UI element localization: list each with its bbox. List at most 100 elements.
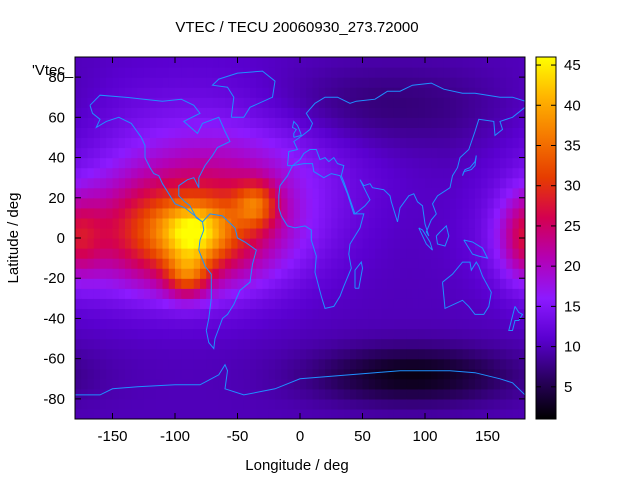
heatmap-cell [518, 398, 525, 410]
heatmap-cell [243, 167, 251, 179]
heatmap-cell [331, 328, 339, 340]
heatmap-cell [287, 288, 295, 299]
heatmap-cell [262, 117, 270, 128]
heatmap-cell [225, 238, 232, 249]
heatmap-cell [256, 187, 264, 199]
heatmap-cell [312, 408, 320, 419]
heatmap-cell [475, 167, 482, 179]
heatmap-cell [200, 87, 207, 98]
heatmap-cell [450, 147, 457, 159]
heatmap-cell [187, 117, 195, 128]
heatmap-cell [487, 167, 495, 179]
heatmap-cell [100, 268, 107, 279]
heatmap-cell [262, 288, 270, 299]
heatmap-cell [268, 348, 276, 360]
heatmap-cell [425, 167, 432, 179]
heatmap-cell [456, 338, 464, 350]
heatmap-cell [487, 378, 495, 390]
heatmap-cell [462, 177, 470, 189]
heatmap-cell [462, 87, 470, 98]
heatmap-cell [212, 117, 220, 128]
heatmap-cell [418, 238, 426, 249]
heatmap-cell [437, 308, 445, 320]
heatmap-cell [137, 167, 145, 179]
heatmap-cell [300, 77, 307, 88]
heatmap-cell [187, 348, 195, 360]
heatmap-cell [393, 268, 401, 279]
heatmap-cell [506, 388, 514, 400]
heatmap-cell [331, 197, 339, 209]
heatmap-cell [437, 87, 445, 98]
heatmap-cell [193, 197, 201, 209]
heatmap-cell [512, 67, 520, 78]
heatmap-cell [300, 288, 307, 299]
heatmap-cell [318, 57, 326, 68]
heatmap-cell [350, 157, 357, 169]
heatmap-cell [106, 107, 114, 118]
heatmap-cell [125, 227, 132, 239]
heatmap-cell [250, 177, 257, 189]
heatmap-cell [400, 77, 407, 88]
heatmap-cell [75, 378, 82, 390]
heatmap-cell [193, 268, 201, 279]
heatmap-cell [325, 67, 332, 78]
heatmap-cell [218, 238, 226, 249]
heatmap-cell [125, 338, 132, 350]
heatmap-cell [287, 87, 295, 98]
heatmap-cell [375, 328, 382, 340]
heatmap-cell [193, 408, 201, 419]
heatmap-cell [256, 117, 264, 128]
heatmap-cell [150, 408, 157, 419]
heatmap-cell [500, 87, 507, 98]
heatmap-cell [287, 127, 295, 139]
heatmap-cell [437, 368, 445, 380]
heatmap-cell [337, 258, 345, 269]
south-america-coast [198, 213, 257, 350]
heatmap-cell [393, 177, 401, 189]
heatmap-cell [312, 77, 320, 88]
heatmap-cell [243, 318, 251, 330]
heatmap-cell [143, 87, 151, 98]
heatmap-cell [468, 167, 476, 179]
heatmap-cell [337, 187, 345, 199]
heatmap-cell [337, 167, 345, 179]
heatmap-cell [456, 117, 464, 128]
heatmap-cell [487, 388, 495, 400]
heatmap-cell [487, 348, 495, 360]
heatmap-cell [168, 207, 176, 219]
heatmap-cell [225, 77, 232, 88]
heatmap-cell [125, 97, 132, 108]
heatmap-cell [387, 227, 395, 239]
heatmap-cell [306, 368, 314, 380]
heatmap-cell [493, 77, 501, 88]
heatmap-cell [431, 338, 439, 350]
heatmap-cell [331, 238, 339, 249]
heatmap-cell [512, 378, 520, 390]
heatmap-cell [193, 348, 201, 360]
heatmap-cell [131, 57, 139, 68]
heatmap-cell [431, 97, 439, 108]
heatmap-cell [93, 328, 101, 340]
heatmap-cell [468, 57, 476, 68]
heatmap-cell [187, 288, 195, 299]
heatmap-cell [125, 87, 132, 98]
heatmap-cell [112, 77, 120, 88]
heatmap-cell [131, 107, 139, 118]
heatmap-cell [406, 258, 414, 269]
heatmap-cell [175, 177, 182, 189]
heatmap-cell [325, 298, 332, 309]
heatmap-cell [106, 187, 114, 199]
heatmap-cell [418, 398, 426, 410]
heatmap-cell [231, 318, 239, 330]
heatmap-cell [475, 258, 482, 269]
heatmap-cell [200, 238, 207, 249]
heatmap-cell [475, 57, 482, 68]
heatmap-cell [112, 278, 120, 289]
uk-coast [291, 120, 302, 138]
heatmap-cell [112, 238, 120, 249]
heatmap-cell [400, 67, 407, 78]
heatmap-cell [468, 147, 476, 159]
heatmap-cell [437, 338, 445, 350]
heatmap-cell [318, 308, 326, 320]
